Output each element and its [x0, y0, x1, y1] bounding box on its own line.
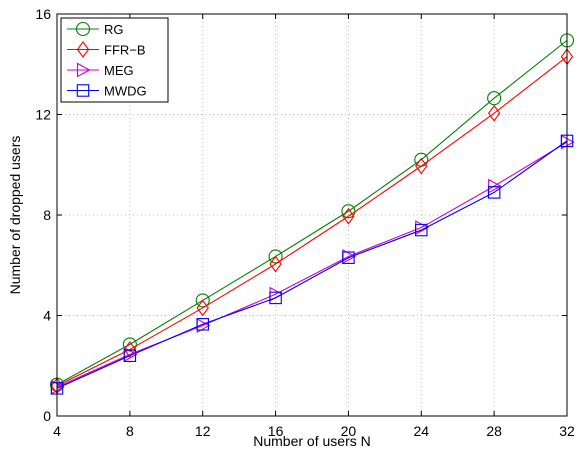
y-axis-label: Number of dropped users	[7, 136, 23, 295]
data-point	[268, 249, 283, 264]
grid-lines	[57, 14, 567, 416]
data-point	[269, 291, 282, 305]
series-line	[56, 39, 568, 386]
legend-label: FFR−B	[104, 43, 146, 58]
data-point	[196, 318, 209, 331]
data-point	[342, 251, 355, 264]
data-point	[488, 178, 502, 194]
series-line	[56, 141, 568, 388]
legend-marker	[75, 21, 91, 37]
x-axis-label: Number of users N	[253, 433, 370, 449]
series-line	[56, 140, 568, 389]
x-tick-label: 24	[413, 423, 429, 439]
data-point	[123, 349, 137, 362]
legend-marker	[76, 62, 91, 78]
y-tick-label: 12	[35, 107, 51, 123]
data-point	[195, 293, 210, 308]
x-tick-label: 4	[53, 423, 61, 439]
legend-box	[60, 17, 169, 103]
data-point	[415, 223, 428, 237]
y-tick-label: 16	[35, 6, 51, 22]
x-tick-label: 32	[559, 423, 575, 439]
data-point	[487, 186, 501, 199]
series-line	[56, 56, 568, 387]
legend-label: MWDG	[104, 84, 147, 99]
x-tick-label: 16	[268, 423, 284, 439]
y-tick-label: 4	[43, 308, 51, 324]
y-tick-label: 0	[43, 408, 51, 424]
y-tick-label: 8	[43, 207, 51, 223]
data-point	[123, 340, 137, 358]
legend-label: RG	[104, 22, 124, 37]
legend-marker	[76, 41, 90, 58]
legend-label: MEG	[104, 63, 134, 78]
data-point	[342, 207, 355, 225]
data-point	[196, 299, 209, 317]
legend-marker	[76, 84, 90, 97]
data-point	[487, 104, 501, 122]
x-tick-label: 12	[195, 423, 211, 439]
x-tick-label: 20	[341, 423, 357, 439]
data-point	[269, 255, 282, 273]
legend: RG FFR−B MEG MWDG	[60, 17, 169, 103]
x-tick-label: 28	[486, 423, 502, 439]
data-point	[487, 91, 502, 106]
data-point	[415, 157, 428, 175]
x-tick-label: 8	[126, 423, 134, 439]
